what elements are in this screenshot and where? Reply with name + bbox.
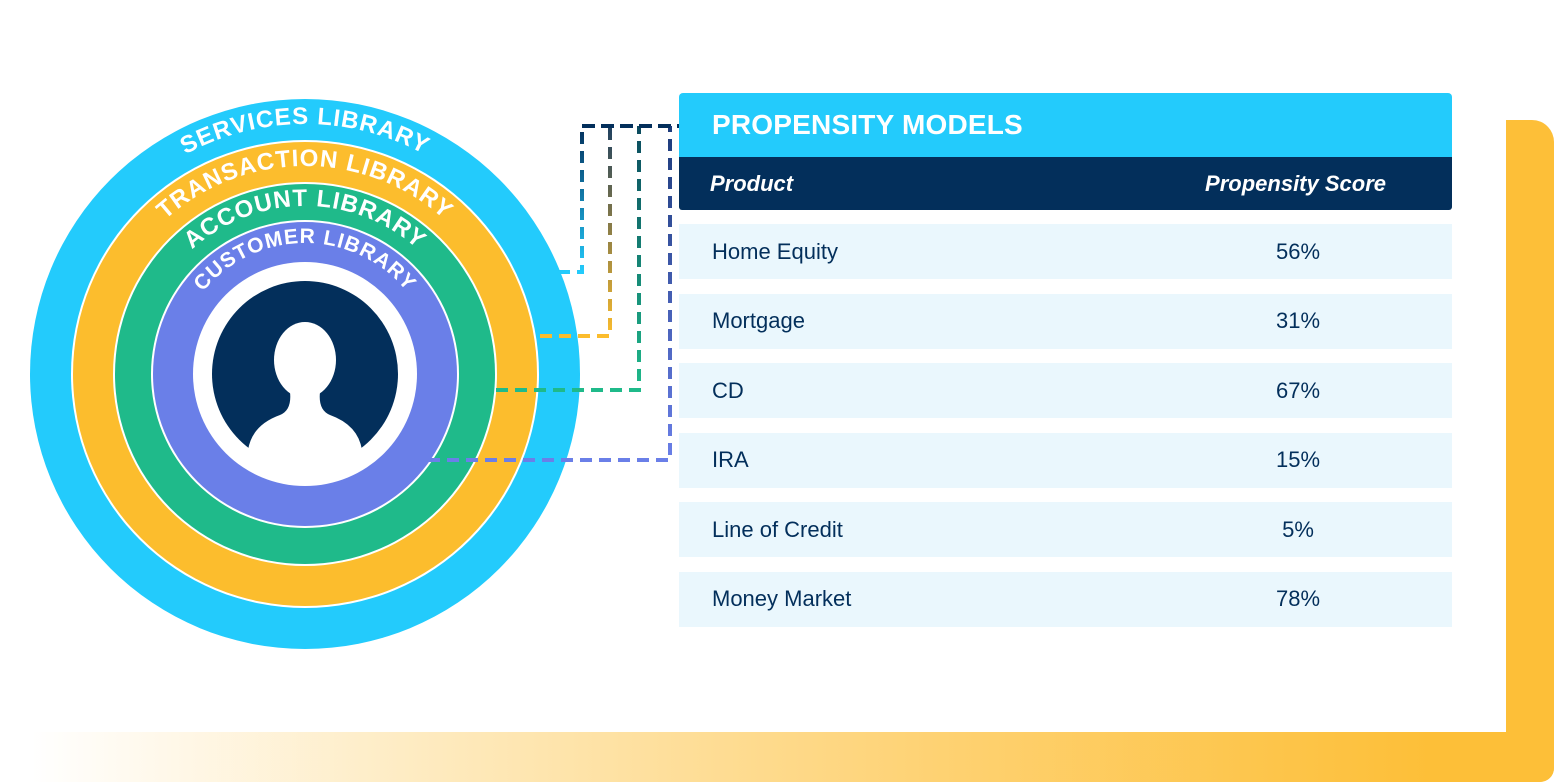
table-body: Home Equity 56% Mortgage 31% CD 67% IRA … bbox=[679, 224, 1452, 627]
table-title: PROPENSITY MODELS bbox=[679, 93, 1452, 157]
connector-transaction bbox=[540, 126, 612, 338]
propensity-score: 56% bbox=[1275, 238, 1321, 264]
product-name: IRA bbox=[712, 447, 749, 472]
table-row: Home Equity 56% bbox=[679, 224, 1452, 279]
library-rings-diagram: SERVICES LIBRARY TRANSACTION LIBRARY ACC… bbox=[30, 99, 580, 649]
column-header-propensity-score: Propensity Score bbox=[1205, 170, 1386, 196]
table-row: Line of Credit 5% bbox=[679, 502, 1452, 557]
propensity-score: 15% bbox=[1275, 447, 1321, 472]
table-row: IRA 15% bbox=[679, 432, 1452, 488]
connector-customer bbox=[428, 126, 672, 462]
table-header-row: Product Propensity Score bbox=[679, 157, 1452, 210]
propensity-score: 31% bbox=[1275, 308, 1321, 333]
table-row: CD 67% bbox=[679, 363, 1452, 418]
product-name: Home Equity bbox=[712, 238, 838, 264]
propensity-models-table: PROPENSITY MODELS Product Propensity Sco… bbox=[679, 93, 1452, 641]
connector-lines bbox=[428, 124, 679, 462]
table-row: Money Market 78% bbox=[679, 571, 1452, 627]
connector-account bbox=[496, 126, 641, 392]
product-name: Line of Credit bbox=[712, 516, 843, 542]
user-avatar-icon bbox=[248, 322, 362, 471]
column-header-product: Product bbox=[710, 170, 794, 196]
product-name: CD bbox=[712, 377, 744, 403]
connector-services bbox=[558, 124, 679, 274]
propensity-score: 67% bbox=[1275, 377, 1321, 403]
product-name: Mortgage bbox=[712, 308, 805, 333]
propensity-score: 78% bbox=[1275, 586, 1321, 611]
table-row: Mortgage 31% bbox=[679, 293, 1452, 349]
product-name: Money Market bbox=[712, 586, 852, 611]
propensity-score: 5% bbox=[1282, 516, 1314, 542]
decorative-frame-right bbox=[1506, 120, 1554, 782]
decorative-frame-bottom bbox=[0, 732, 1554, 782]
